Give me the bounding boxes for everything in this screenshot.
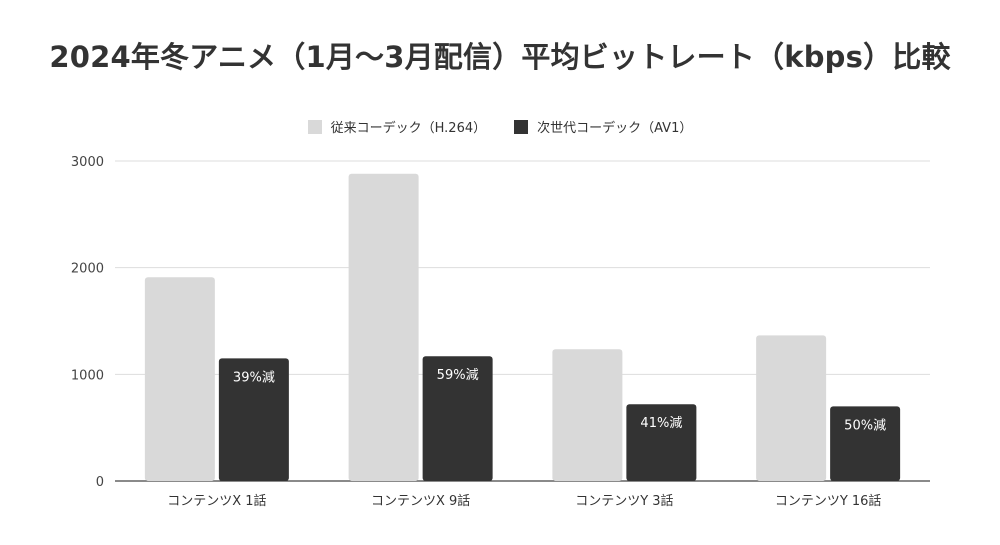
bar-av1	[830, 406, 901, 481]
bar-av1	[626, 404, 697, 481]
bar-av1	[218, 358, 289, 481]
y-axis: 0 1000 2000 3000	[71, 155, 104, 490]
y-tick-label: 2000	[71, 262, 104, 277]
chart-title: 2024年冬アニメ（1月〜3月配信）平均ビットレート（kbps）比較	[49, 40, 951, 74]
bar-data-label: 50%減	[844, 417, 886, 433]
bar-h264	[756, 335, 827, 481]
x-tick-label: コンテンツY 3話	[575, 493, 673, 509]
bar-h264	[552, 349, 623, 481]
x-tick-label: コンテンツX 1話	[167, 493, 266, 509]
bar-data-label: 59%減	[437, 367, 479, 383]
x-tick-label: コンテンツY 16話	[775, 493, 882, 509]
legend-label-h264: 従来コーデック（H.264）	[330, 121, 487, 136]
x-axis: コンテンツX 1話 コンテンツX 9話 コンテンツY 3話 コンテンツY 16話	[167, 493, 881, 509]
y-tick-label: 0	[96, 475, 104, 490]
bar-data-label: 39%減	[233, 369, 275, 385]
bar-data-label: 41%減	[640, 415, 682, 431]
legend-item-h264: 従来コーデック（H.264）	[307, 117, 487, 136]
bars: 39%減 59%減 41%減 50%減	[144, 173, 901, 482]
y-tick-label: 3000	[71, 155, 104, 170]
legend-label-av1: 次世代コーデック（AV1）	[537, 121, 693, 136]
legend-item-av1: 次世代コーデック（AV1）	[514, 117, 692, 136]
legend-swatch-h264	[307, 119, 322, 134]
bar-h264	[144, 277, 215, 481]
y-tick-label: 1000	[71, 368, 104, 383]
legend-swatch-av1	[514, 119, 529, 134]
bar-h264	[348, 173, 419, 482]
bar-av1	[422, 356, 493, 481]
x-tick-label: コンテンツX 9話	[371, 493, 470, 509]
legend: 従来コーデック（H.264） 次世代コーデック（AV1）	[0, 117, 1000, 136]
